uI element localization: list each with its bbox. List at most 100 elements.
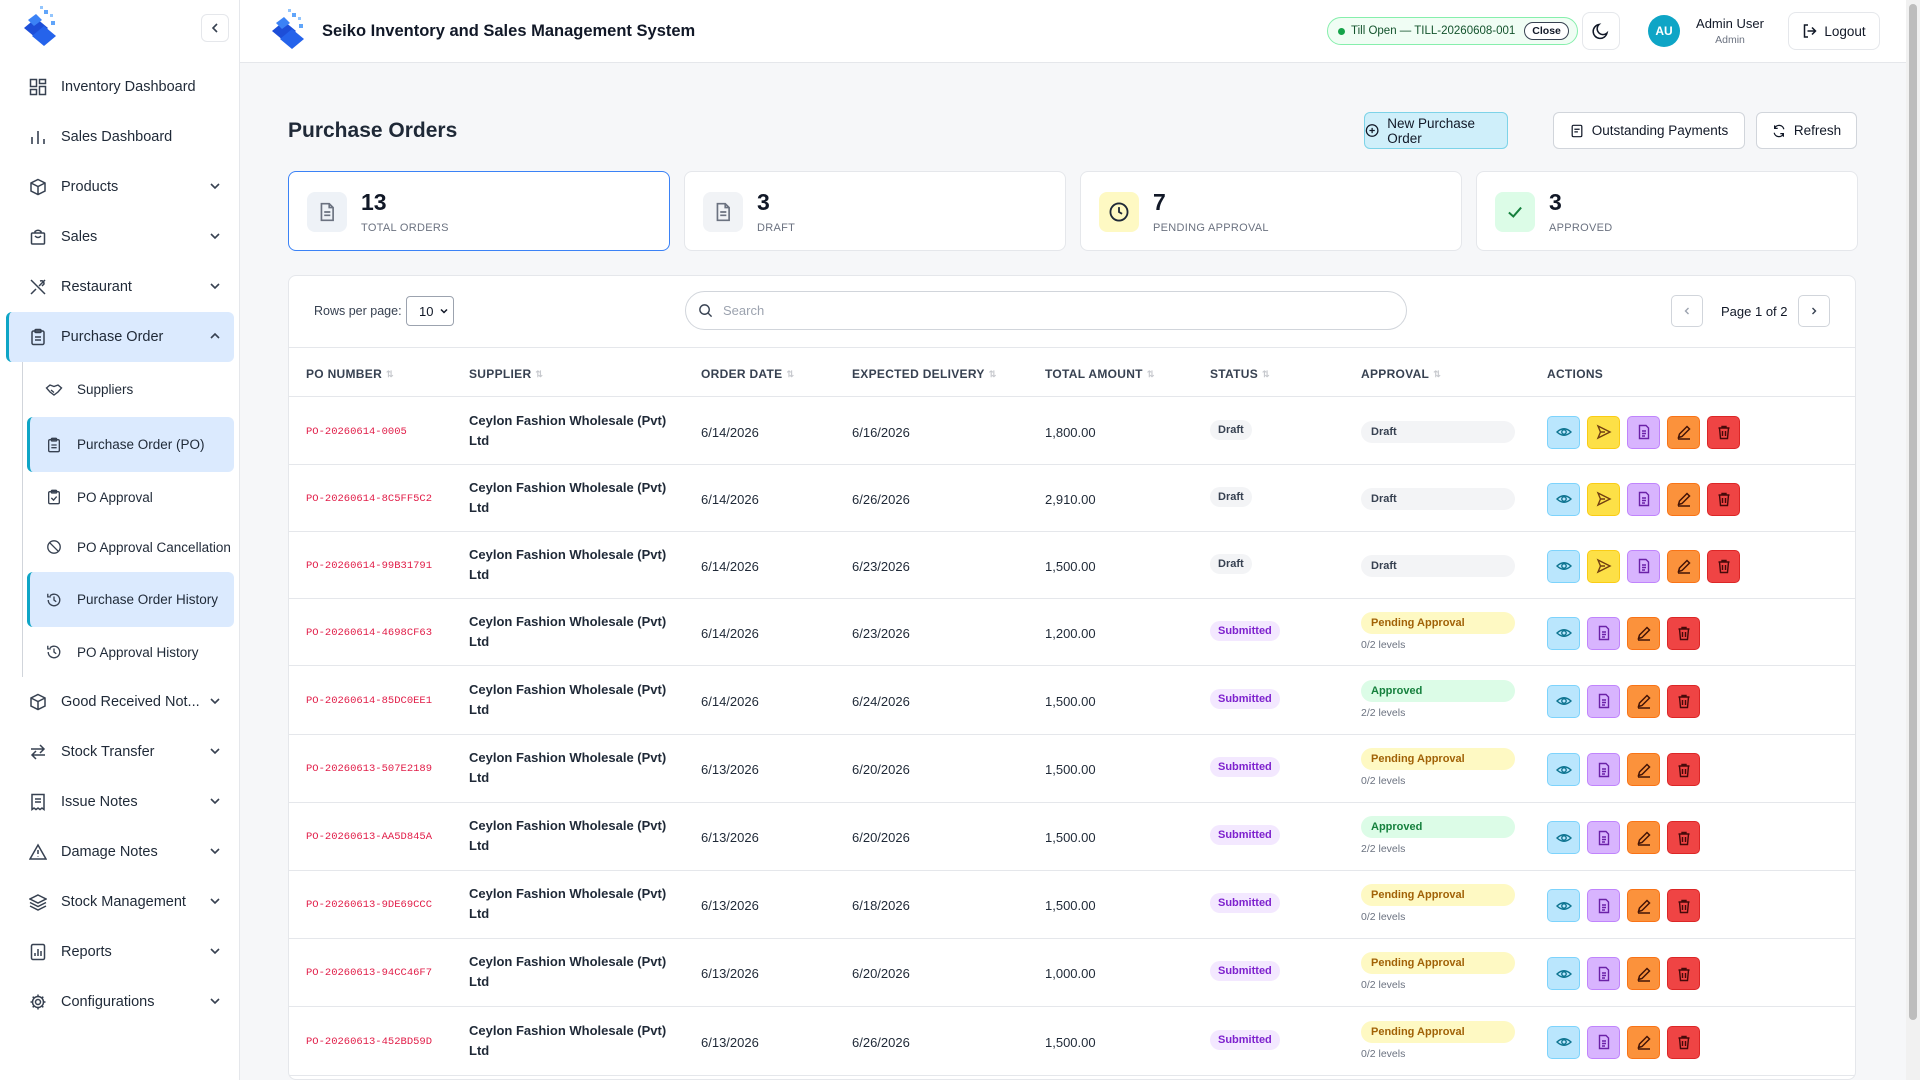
delete-button[interactable] bbox=[1667, 616, 1700, 650]
sidebar-item-issue-notes[interactable]: Issue Notes bbox=[6, 777, 234, 827]
sidebar-item-configurations[interactable]: Configurations bbox=[6, 977, 234, 1027]
sidebar-item-inventory-dashboard[interactable]: Inventory Dashboard bbox=[6, 62, 234, 112]
delete-button[interactable] bbox=[1667, 889, 1700, 922]
sidebar-item-damage-notes[interactable]: Damage Notes bbox=[6, 827, 234, 877]
stat-card-draft[interactable]: 3 DRAFT bbox=[684, 171, 1066, 251]
edit-button[interactable] bbox=[1627, 753, 1660, 786]
logout-button[interactable]: Logout bbox=[1788, 12, 1880, 50]
dark-mode-toggle[interactable] bbox=[1582, 12, 1620, 50]
sidebar-item-reports[interactable]: Reports bbox=[6, 927, 234, 977]
search-icon bbox=[699, 304, 713, 318]
sidebar-subitem-purchase-order-history[interactable]: Purchase Order History bbox=[27, 572, 234, 627]
rows-per-page-select[interactable]: 10 bbox=[406, 296, 454, 326]
edit-button[interactable] bbox=[1627, 821, 1660, 854]
submit-button[interactable] bbox=[1587, 482, 1620, 516]
edit-button[interactable] bbox=[1627, 889, 1660, 922]
stat-card-approved[interactable]: 3 APPROVED bbox=[1476, 171, 1858, 251]
view-button[interactable] bbox=[1547, 549, 1580, 583]
view-button[interactable] bbox=[1547, 957, 1580, 990]
sidebar-subitem-po-approval[interactable]: PO Approval bbox=[27, 472, 234, 522]
po-number-link[interactable]: PO-20260614-4698CF63 bbox=[306, 626, 433, 639]
avatar[interactable]: AU bbox=[1648, 15, 1680, 47]
stat-card-pending-approval[interactable]: 7 PENDING APPROVAL bbox=[1080, 171, 1462, 251]
delete-button[interactable] bbox=[1707, 415, 1740, 449]
document-button[interactable] bbox=[1627, 415, 1660, 449]
edit-button[interactable] bbox=[1627, 616, 1660, 650]
document-button[interactable] bbox=[1587, 616, 1620, 650]
scrollbar-thumb[interactable] bbox=[1909, 4, 1917, 1020]
edit-button[interactable] bbox=[1627, 1025, 1660, 1059]
document-button[interactable] bbox=[1627, 482, 1660, 516]
page-scrollbar[interactable] bbox=[1906, 0, 1920, 1080]
edit-button[interactable] bbox=[1667, 415, 1700, 449]
view-button[interactable] bbox=[1547, 1025, 1580, 1059]
po-number-link[interactable]: PO-20260613-9DE69CCC bbox=[306, 899, 433, 911]
column-header-status[interactable]: STATUS ⇅ bbox=[1210, 367, 1270, 381]
view-button[interactable] bbox=[1547, 821, 1580, 854]
search-input[interactable]: Search bbox=[685, 291, 1407, 330]
document-button[interactable] bbox=[1587, 753, 1620, 786]
edit-button[interactable] bbox=[1627, 957, 1660, 990]
delete-button[interactable] bbox=[1667, 821, 1700, 854]
stat-card-total-orders[interactable]: 13 TOTAL ORDERS bbox=[288, 171, 670, 251]
next-page-button[interactable] bbox=[1798, 295, 1830, 327]
document-button[interactable] bbox=[1627, 549, 1660, 583]
po-number-link[interactable]: PO-20260614-8C5FF5C2 bbox=[306, 492, 433, 505]
sidebar-subitem-po-approval-history[interactable]: PO Approval History bbox=[27, 627, 234, 677]
delete-button[interactable] bbox=[1667, 1025, 1700, 1059]
sidebar-subitem-suppliers[interactable]: Suppliers bbox=[27, 362, 234, 417]
delete-button[interactable] bbox=[1667, 684, 1700, 718]
outstanding-payments-button[interactable]: Outstanding Payments bbox=[1553, 112, 1745, 149]
sidebar-item-sales[interactable]: Sales bbox=[6, 212, 234, 262]
edit-button[interactable] bbox=[1627, 684, 1660, 718]
column-header-approval[interactable]: APPROVAL ⇅ bbox=[1361, 367, 1441, 381]
po-number-link[interactable]: PO-20260613-452BD59D bbox=[306, 1035, 433, 1048]
edit-button[interactable] bbox=[1667, 482, 1700, 516]
document-button[interactable] bbox=[1587, 957, 1620, 990]
document-button[interactable] bbox=[1587, 684, 1620, 718]
delete-button[interactable] bbox=[1707, 482, 1740, 516]
document-button[interactable] bbox=[1587, 1025, 1620, 1059]
column-header-supplier[interactable]: SUPPLIER ⇅ bbox=[469, 367, 543, 381]
delete-button[interactable] bbox=[1707, 549, 1740, 583]
refresh-button[interactable]: Refresh bbox=[1756, 112, 1857, 149]
document-button[interactable] bbox=[1587, 889, 1620, 922]
po-number-link[interactable]: PO-20260613-94CC46F7 bbox=[306, 967, 433, 979]
column-header-po-number[interactable]: PO NUMBER ⇅ bbox=[306, 367, 394, 381]
sidebar-item-sales-dashboard[interactable]: Sales Dashboard bbox=[6, 112, 234, 162]
sidebar-item-purchase-order[interactable]: Purchase Order bbox=[6, 312, 234, 362]
view-button[interactable] bbox=[1547, 415, 1580, 449]
edit-button[interactable] bbox=[1667, 549, 1700, 583]
close-till-button[interactable]: Close bbox=[1524, 22, 1569, 40]
document-button[interactable] bbox=[1587, 821, 1620, 854]
po-number-link[interactable]: PO-20260613-507E2189 bbox=[306, 763, 433, 775]
submit-button[interactable] bbox=[1587, 415, 1620, 449]
po-number-link[interactable]: PO-20260614-85DC0EE1 bbox=[306, 694, 433, 707]
chevron-down-icon bbox=[210, 848, 220, 855]
column-header-order-date[interactable]: ORDER DATE ⇅ bbox=[701, 367, 794, 381]
po-number-link[interactable]: PO-20260614-99B31791 bbox=[306, 559, 433, 572]
column-header-total-amount[interactable]: TOTAL AMOUNT ⇅ bbox=[1045, 367, 1155, 381]
po-number-link[interactable]: PO-20260613-AA5D845A bbox=[306, 831, 433, 843]
collapse-sidebar-button[interactable] bbox=[201, 14, 229, 42]
delete-button[interactable] bbox=[1667, 753, 1700, 786]
sidebar-item-products[interactable]: Products bbox=[6, 162, 234, 212]
sidebar-subitem-po-approval-cancellation[interactable]: PO Approval Cancellation bbox=[27, 522, 234, 572]
view-button[interactable] bbox=[1547, 482, 1580, 516]
po-number-link[interactable]: PO-20260614-0005 bbox=[306, 425, 407, 438]
sidebar-subitem-label: PO Approval History bbox=[77, 644, 199, 660]
sidebar-item-restaurant[interactable]: Restaurant bbox=[6, 262, 234, 312]
view-button[interactable] bbox=[1547, 684, 1580, 718]
view-button[interactable] bbox=[1547, 616, 1580, 650]
prev-page-button[interactable] bbox=[1671, 295, 1703, 327]
delete-button[interactable] bbox=[1667, 957, 1700, 990]
submit-button[interactable] bbox=[1587, 549, 1620, 583]
view-button[interactable] bbox=[1547, 753, 1580, 786]
sidebar-subitem-purchase-order-po[interactable]: Purchase Order (PO) bbox=[27, 417, 234, 472]
new-purchase-order-button[interactable]: New Purchase Order bbox=[1364, 112, 1508, 149]
sidebar-item-stock-management[interactable]: Stock Management bbox=[6, 877, 234, 927]
view-button[interactable] bbox=[1547, 889, 1580, 922]
sidebar-item-good-received-notes[interactable]: Good Received Not... bbox=[6, 677, 234, 727]
column-header-expected-delivery[interactable]: EXPECTED DELIVERY ⇅ bbox=[852, 367, 997, 381]
sidebar-item-stock-transfer[interactable]: Stock Transfer bbox=[6, 727, 234, 777]
